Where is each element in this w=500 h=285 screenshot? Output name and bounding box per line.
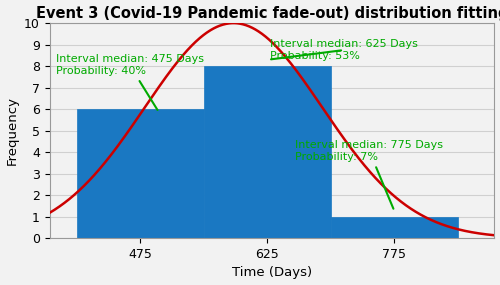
Bar [331,217,458,238]
Text: Interval median: 625 Days
Probability: 53%: Interval median: 625 Days Probability: 5… [270,39,418,61]
Text: Interval median: 475 Days
Probability: 40%: Interval median: 475 Days Probability: 4… [56,54,204,110]
Y-axis label: Frequency: Frequency [6,96,18,165]
Title: Event 3 (Covid-19 Pandemic fade-out) distribution fitting: Event 3 (Covid-19 Pandemic fade-out) dis… [36,5,500,21]
X-axis label: Time (Days): Time (Days) [232,266,312,280]
Bar [204,66,330,238]
Text: Interval median: 775 Days
Probability: 7%: Interval median: 775 Days Probability: 7… [296,140,444,209]
Bar [77,109,204,238]
